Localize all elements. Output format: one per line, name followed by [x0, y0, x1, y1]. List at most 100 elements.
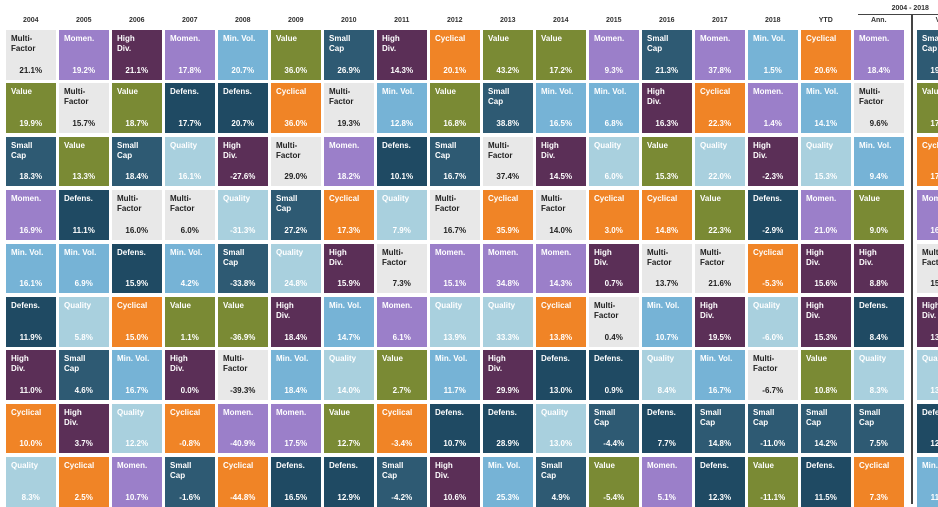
factor-cell: Quality 14.0% [324, 350, 374, 400]
factor-name: Value [753, 461, 774, 471]
factor-cell: Momen. 15.1% [430, 243, 480, 294]
factor-name: Cyclical [435, 34, 466, 43]
factor-cell: Momen. 5.1% [642, 457, 692, 507]
factor-cell: Value -36.9% [218, 297, 268, 347]
factor-return-value: 15.3% [814, 332, 838, 342]
factor-name: Multi- Factor [488, 140, 513, 160]
factor-return-value: 21.6% [708, 279, 732, 289]
factor-return-value: 16.0% [125, 225, 149, 235]
factor-name: High Div. [223, 140, 241, 160]
factor-return-value: 16.5% [549, 118, 573, 128]
factor-name: Value [382, 354, 403, 364]
factor-cell: Small Cap -11.0% [748, 403, 798, 454]
factor-return-value: 7.9% [392, 225, 411, 235]
factor-cell: Value 10.8% [801, 350, 851, 400]
factor-cell: Cyclical 3.0% [589, 190, 639, 240]
factor-cell: Small Cap 26.9% [324, 30, 374, 80]
factor-cell: Value -11.1% [748, 457, 798, 507]
factor-cell: Defens. 16.5% [271, 457, 321, 507]
factor-name: High Div. [117, 34, 135, 53]
factor-return-value: 18.2% [337, 172, 361, 182]
year-header: 2013 [499, 17, 516, 24]
factor-cell: Value 16.8% [430, 83, 480, 133]
factor-cell: Multi- Factor 6.0% [165, 190, 215, 240]
factor-name: Cyclical [223, 461, 254, 471]
factor-cell: Cyclical 15.0% [112, 297, 162, 347]
factor-return-value: 19.2% [72, 65, 96, 75]
factor-cell: Value 18.7% [112, 83, 162, 133]
factor-return-value: 15.6% [814, 279, 838, 289]
factor-return-value: -6.0% [762, 332, 784, 342]
factor-name: High Div. [11, 354, 29, 374]
factor-name: High Div. [276, 301, 294, 320]
year-header: 2018 [764, 17, 781, 24]
factor-return-value: 17.4% [930, 172, 938, 182]
factor-return-value: 37.4% [496, 172, 520, 182]
factor-name: Min. Vol. [435, 354, 468, 364]
factor-return-value: -2.9% [762, 225, 784, 235]
factor-return-value: 21.3% [655, 65, 679, 75]
factor-cell: High Div. 15.6% [801, 243, 851, 294]
factor-cell: Quality 16.1% [165, 136, 215, 187]
factor-return-value: -40.9% [230, 439, 256, 449]
factor-return-value: 13.0% [930, 385, 938, 395]
factor-name: Defens. [435, 407, 464, 417]
factor-cell: Momen. 1.4% [748, 83, 798, 133]
factor-return-value: -4.4% [603, 439, 625, 449]
factor-name: Value [170, 301, 191, 310]
factor-name: Defens. [329, 461, 358, 471]
factor-name: Value [11, 87, 32, 97]
factor-name: Momen. [382, 301, 413, 310]
factor-return-value: 36.0% [284, 65, 308, 75]
factor-return-value: 4.9% [551, 492, 570, 502]
factor-cell: Min. Vol. 4.2% [165, 243, 215, 294]
factor-cell: Quality 7.9% [377, 190, 427, 240]
factor-return-value: 16.5% [284, 492, 308, 502]
factor-cell: Defens. 7.7% [642, 403, 692, 454]
factor-return-value: 14.0% [337, 385, 361, 395]
factor-cell: Momen. 18.2% [324, 136, 374, 187]
factor-return-value: 1.4% [763, 118, 782, 128]
factor-cell: Defens. 12.9% [324, 457, 374, 507]
factor-name: Cyclical [922, 140, 938, 150]
factor-name: Small Cap [541, 461, 563, 481]
factor-name: Small Cap [329, 34, 351, 53]
factor-cell: Defens. 15.9% [112, 243, 162, 294]
factor-name: Cyclical [276, 87, 307, 97]
factor-name: Momen. [64, 34, 95, 43]
factor-return-value: 16.7% [443, 172, 467, 182]
factor-name: Defens. [64, 194, 93, 204]
factor-name: Quality [594, 140, 622, 150]
factor-name: Multi- Factor [541, 194, 566, 214]
factor-name: Small Cap [11, 140, 33, 160]
factor-return-value: 19.3% [337, 118, 361, 128]
factor-return-value: 7.3% [392, 279, 411, 289]
factor-name: Momen. [11, 194, 42, 204]
factor-name: High Div. [64, 407, 82, 427]
factor-name: Min. Vol. [806, 87, 839, 97]
factor-cell: Cyclical 7.3% [854, 457, 904, 507]
factor-name: Quality [647, 354, 675, 364]
factor-name: Momen. [488, 247, 519, 257]
factor-return-value: 22.3% [708, 225, 732, 235]
factor-cell: Min. Vol. 14.7% [324, 297, 374, 347]
factor-name: High Div. [170, 354, 188, 374]
factor-return-value: 38.8% [496, 118, 520, 128]
factor-name: Small Cap [170, 461, 192, 481]
factor-return-value: 12.7% [337, 439, 361, 449]
factor-cell: Value 36.0% [271, 30, 321, 80]
factor-return-value: 21.1% [19, 65, 43, 75]
factor-cell: Quality 6.0% [589, 136, 639, 187]
factor-cell: Defens. 10.7% [430, 403, 480, 454]
factor-cell: Small Cap 4.9% [536, 457, 586, 507]
year-header: 2016 [658, 17, 675, 24]
factor-name: Cyclical [753, 247, 784, 257]
factor-cell: High Div. 21.1% [112, 30, 162, 80]
factor-cell: Value 9.0% [854, 190, 904, 240]
factor-return-value: 14.0% [549, 225, 573, 235]
factor-return-value: 4.6% [74, 385, 93, 395]
factor-cell: Small Cap 18.4% [112, 136, 162, 187]
factor-cell: Cyclical 17.4% [917, 136, 938, 187]
factor-return-value: 15.1% [930, 279, 938, 289]
factor-cell: Defens. 20.7% [218, 83, 268, 133]
